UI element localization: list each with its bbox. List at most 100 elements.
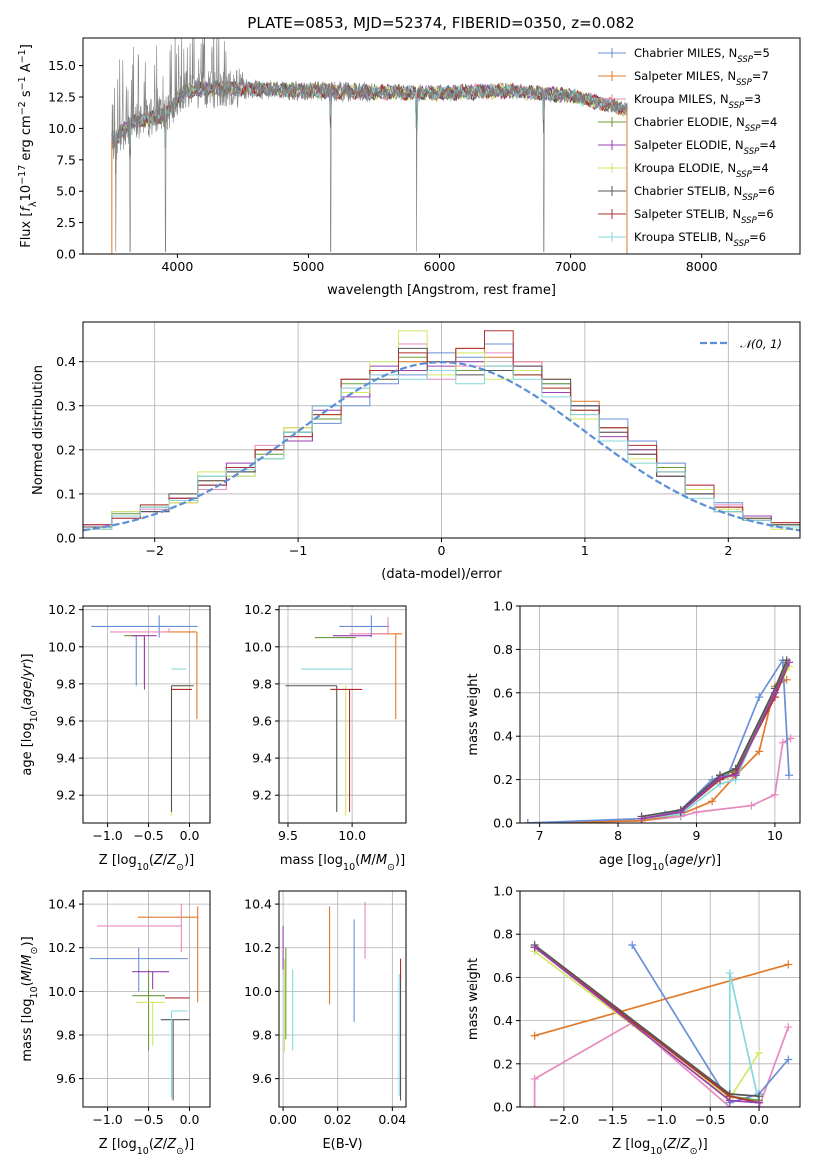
y-tick-label: 10.0 <box>48 984 76 999</box>
errorbar-7 <box>132 971 170 990</box>
y-tick-label: 0.6 <box>493 970 513 985</box>
mass-weight-line-2 <box>533 1021 790 1107</box>
mass-weight-marker <box>708 797 717 806</box>
x-tick-label: 8000 <box>686 259 718 274</box>
mass-weight-marker <box>755 1049 764 1057</box>
plot-area-mw_vs_Z <box>530 941 793 1107</box>
y-tick-label: 9.8 <box>252 676 272 691</box>
plot-area-mass_vs_EBV <box>282 901 402 1101</box>
errorbar-6 <box>132 635 157 690</box>
x-axis-label: mass [log10(M/M⊙)] <box>280 853 405 873</box>
mass-weight-marker <box>755 1098 764 1107</box>
mass-weight-line-9 <box>641 662 790 820</box>
y-axis-label: mass weight <box>466 673 481 755</box>
x-tick-label: 0.02 <box>324 1112 352 1127</box>
x-tick-label: 4000 <box>161 259 193 274</box>
mass-weight-marker <box>523 819 532 823</box>
legend-label: Kroupa STELIB, NSSP=6 <box>634 230 766 249</box>
figure-title: PLATE=0853, MJD=52374, FIBERID=0350, z=0… <box>247 14 634 32</box>
y-tick-label: 0.2 <box>56 442 76 457</box>
y-tick-label: 9.2 <box>252 788 272 803</box>
y-tick-label: 0.0 <box>493 1100 513 1115</box>
panel-mass_vs_EBV: 0.00 0.02 0.04 9.6 9.8 10.0 10.2 10.4 E(B-V) <box>244 890 407 1152</box>
x-tick-label: 9 <box>692 828 700 843</box>
errorbar-9 <box>160 1019 190 1101</box>
x-axis-label: (data-model)/error <box>381 567 502 582</box>
plot-area-mass_vs_Z <box>89 904 199 1101</box>
legend-label: Chabrier MILES, NSSP=5 <box>634 46 770 65</box>
x-axis-label: Z [log10(Z/Z⊙)] <box>99 853 194 873</box>
y-tick-label: 10.0 <box>48 121 76 136</box>
legend-label: Salpeter STELIB, NSSP=6 <box>634 207 774 226</box>
mass-weight-marker <box>530 943 539 952</box>
mass-weight-marker <box>786 734 795 743</box>
x-axis-label: wavelength [Angstrom, rest frame] <box>327 283 556 298</box>
x-tick-label: −1.0 <box>92 1112 122 1127</box>
y-tick-label: 10.0 <box>244 984 272 999</box>
mass-weight-line-1 <box>527 737 792 823</box>
x-tick-label: −1 <box>289 543 307 558</box>
y-axis-label: Normed distribution <box>31 365 46 495</box>
x-axis-label: Z [log10(Z/Z⊙)] <box>612 1137 707 1157</box>
legend-label: Salpeter MILES, NSSP=7 <box>634 69 769 88</box>
panel-spectrum: 4000 5000 6000 7000 8000 0.0 2.5 5.0 7.5 10.0 12.5… <box>17 37 801 298</box>
mass-weight-marker <box>778 738 787 747</box>
y-tick-label: 10.4 <box>48 897 76 912</box>
y-tick-label: 0.8 <box>493 927 513 942</box>
mass-weight-marker <box>725 969 734 978</box>
axes-frame <box>82 890 211 1108</box>
errorbar-7 <box>170 685 188 816</box>
y-tick-label: 9.6 <box>252 713 272 728</box>
mass-weight-marker <box>784 1055 793 1064</box>
histogram-step-9 <box>83 365 800 530</box>
y-tick-label: 9.4 <box>56 751 76 766</box>
mass-weight-marker <box>755 693 764 702</box>
errorbar-8 <box>170 685 194 812</box>
plot-area-age_vs_Z <box>91 615 198 816</box>
y-tick-label: 9.4 <box>252 751 272 766</box>
legend-label: Salpeter ELODIE, NSSP=4 <box>634 138 776 157</box>
y-tick-label: 1.0 <box>493 884 513 899</box>
errorbar-3 <box>349 617 389 635</box>
y-tick-label: 10.0 <box>48 639 76 654</box>
x-tick-label: −2.0 <box>549 1112 579 1127</box>
mass-weight-line-1 <box>534 963 789 1037</box>
x-tick-label: −2 <box>145 543 163 558</box>
axes-frame <box>519 890 801 1108</box>
mass-weight-marker <box>725 1096 734 1105</box>
mass-weight-marker <box>755 747 764 756</box>
y-tick-label: 10.2 <box>48 940 76 955</box>
axes-frame <box>82 37 801 255</box>
axes-frame <box>82 321 801 539</box>
y-tick-label: 10.2 <box>244 940 272 955</box>
mass-weight-marker <box>530 1074 539 1083</box>
legend-label: Kroupa ELODIE, NSSP=4 <box>634 161 769 180</box>
model-line-8 <box>111 80 628 254</box>
data-spectrum-line <box>111 38 628 252</box>
legend-label: 𝒩(0, 1) <box>740 337 782 351</box>
x-tick-label: −0.5 <box>133 1112 163 1127</box>
x-tick-label: 0.00 <box>269 1112 297 1127</box>
mass-weight-marker <box>770 688 779 697</box>
errorbar-1 <box>91 615 198 638</box>
y-tick-label: 10.0 <box>244 639 272 654</box>
mass-weight-marker <box>637 814 646 823</box>
mass-weight-line-7 <box>641 659 788 818</box>
y-tick-label: 9.8 <box>252 1028 272 1043</box>
x-tick-label: 0.04 <box>378 1112 406 1127</box>
model-line-5 <box>111 80 628 254</box>
y-tick-label: 12.5 <box>48 90 76 105</box>
x-tick-label: 2 <box>724 543 732 558</box>
panel-mw_vs_age: 7 8 9 10 0.0 0.2 0.4 0.6 0.8 1.0 age [log10(age/yr… <box>466 599 801 873</box>
gaussian-curve <box>83 360 800 532</box>
mass-weight-marker <box>784 960 793 969</box>
mass-weight-marker <box>747 801 756 810</box>
x-tick-label: 0.0 <box>180 1112 200 1127</box>
x-tick-label: −1.0 <box>92 828 122 843</box>
y-tick-label: 9.8 <box>56 676 76 691</box>
plot-area-spectrum <box>111 38 628 254</box>
x-tick-label: 7 <box>536 828 544 843</box>
errorbar-7 <box>285 685 338 812</box>
x-tick-label: 7000 <box>555 259 587 274</box>
y-tick-label: 9.6 <box>252 1071 272 1086</box>
